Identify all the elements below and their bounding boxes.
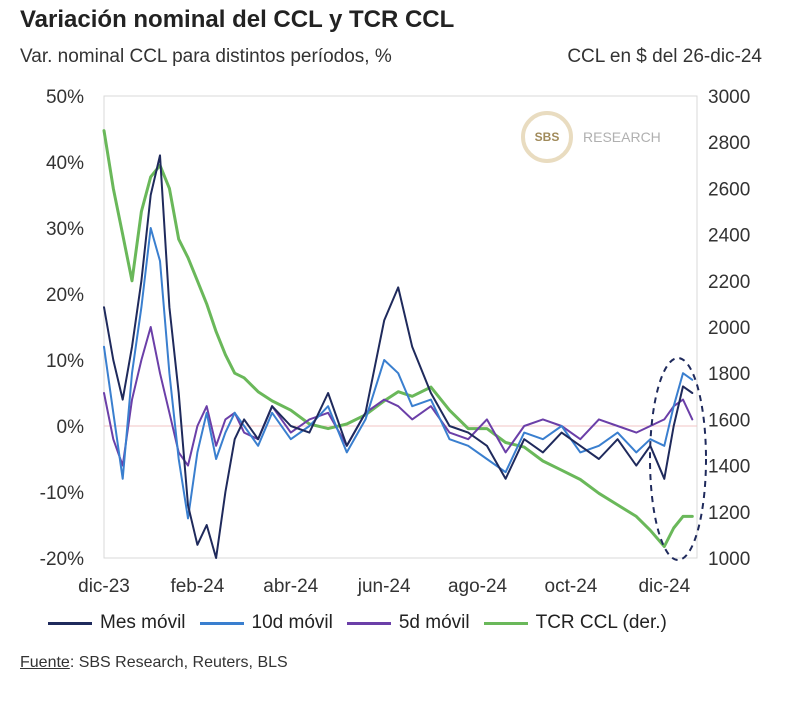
series-line-mes (103, 154, 694, 559)
legend-item-5d: 5d móvil (346, 612, 470, 634)
left-axis-subtitle: Var. nominal CCL para distintos períodos… (20, 46, 392, 67)
y-right-tick-label: 1800 (708, 364, 750, 385)
sbs-logo-circle (521, 111, 573, 163)
legend-swatch-10d (199, 621, 244, 625)
legend-label-tcr: TCR CCL (der.) (535, 612, 667, 633)
y-right-tick-label: 1400 (708, 457, 750, 478)
legend-label-10d: 10d móvil (251, 612, 333, 633)
y-left-tick-label: 0% (57, 417, 85, 438)
y-left-tick-label: -10% (40, 483, 84, 504)
x-tick-label: feb-24 (170, 576, 224, 597)
legend: Mes móvil 10d móvil 5d móvil TCR CCL (de… (48, 612, 681, 634)
highlight-ellipse (649, 357, 707, 561)
y-left-tick-label: 50% (46, 87, 84, 108)
y-right-tick-label: 2000 (708, 318, 750, 339)
series-layer (102, 129, 694, 559)
legend-swatch-tcr (483, 621, 528, 625)
y-left-tick-label: 30% (46, 219, 84, 240)
series-line-d10 (103, 227, 694, 520)
sbs-research-watermark: SBS RESEARCH (521, 111, 661, 163)
source-label: Fuente (20, 654, 70, 671)
y-right-tick-label: 2400 (708, 226, 750, 247)
right-axis-subtitle: CCL en $ del 26-dic-24 (567, 46, 762, 67)
line-chart: SBS RESEARCH 50% 40% 30% 20% 10% 0% -10% -20% 30… (40, 87, 751, 597)
legend-item-tcr: TCR CCL (der.) (483, 612, 667, 634)
legend-swatch-5d (346, 621, 391, 625)
y-right-tick-label: 2800 (708, 133, 750, 154)
sbs-logo-text: SBS (535, 130, 560, 144)
chart-title: Variación nominal del CCL y TCR CCL (20, 6, 455, 33)
legend-swatch-mes (48, 621, 92, 625)
series-line-d5 (103, 326, 694, 467)
y-right-tick-label: 1200 (708, 503, 750, 524)
source-text: : SBS Research, Reuters, BLS (69, 654, 288, 671)
x-tick-label: oct-24 (545, 576, 598, 597)
plot-border (103, 95, 698, 559)
y-right-tick-label: 3000 (708, 87, 750, 108)
x-tick-label: abr-24 (263, 576, 318, 597)
y-left-tick-label: -20% (40, 549, 84, 570)
y-left-tick-label: 10% (46, 351, 84, 372)
legend-label-5d: 5d móvil (398, 612, 470, 633)
legend-label-mes: Mes móvil (100, 612, 186, 633)
x-tick-label: dic-24 (638, 576, 690, 597)
legend-item-mes: Mes móvil (48, 612, 186, 634)
x-tick-label: dic-23 (78, 576, 130, 597)
y-right-tick-label: 2600 (708, 179, 750, 200)
y-right-tick-label: 1000 (708, 549, 750, 570)
y-left-tick-label: 40% (46, 153, 84, 174)
y-left-tick-label: 20% (46, 285, 84, 306)
legend-item-10d: 10d móvil (199, 612, 333, 634)
source-note: Fuente: SBS Research, Reuters, BLS (20, 654, 288, 672)
y-right-tick-label: 2200 (708, 272, 750, 293)
x-tick-label: jun-24 (357, 576, 411, 597)
x-tick-label: ago-24 (448, 576, 508, 597)
axis-labels: 50% 40% 30% 20% 10% 0% -10% -20% 3000 2800 2600 240… (40, 87, 751, 597)
y-right-tick-label: 1600 (708, 410, 750, 431)
series-line-tcr (102, 129, 694, 548)
research-watermark-text: RESEARCH (583, 129, 661, 145)
